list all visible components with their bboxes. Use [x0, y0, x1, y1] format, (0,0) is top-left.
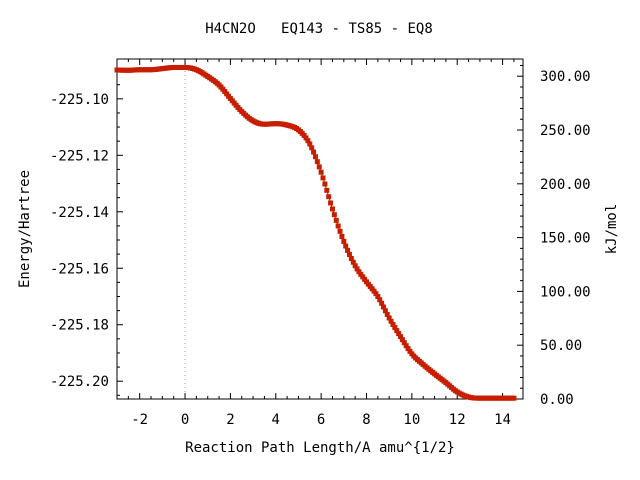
- y2-tick-label: 300.00: [540, 69, 591, 85]
- y2-tick-label: 0.00: [540, 392, 574, 408]
- x-tick-label: 6: [317, 412, 325, 428]
- data-point: [352, 263, 358, 269]
- data-point: [371, 288, 377, 294]
- plot-frame: [116, 58, 524, 400]
- y2-tick-label: 150.00: [540, 231, 591, 247]
- data-point: [318, 169, 324, 175]
- y2-tick-label: 250.00: [540, 123, 591, 139]
- data-point: [329, 206, 335, 212]
- data-point: [346, 252, 352, 258]
- data-point: [305, 138, 311, 144]
- y-tick-label: -225.10: [50, 92, 109, 108]
- data-point: [331, 212, 337, 218]
- data-point: [316, 164, 322, 170]
- data-point: [390, 321, 396, 327]
- data-point: [381, 304, 387, 310]
- data-point: [392, 325, 398, 331]
- x-tick-label: 2: [226, 412, 234, 428]
- data-point: [386, 315, 392, 321]
- data-point: [341, 238, 347, 244]
- data-point: [348, 256, 354, 262]
- x-tick-label: -2: [131, 412, 148, 428]
- axis-ticks: [116, 59, 523, 400]
- y2-tick-label: 100.00: [540, 284, 591, 300]
- data-point: [333, 217, 339, 223]
- data-point: [345, 247, 351, 253]
- data-point: [343, 243, 349, 249]
- y-tick-label: -225.18: [50, 318, 109, 334]
- data-point: [312, 154, 318, 160]
- y-tick-label: -225.12: [50, 148, 109, 164]
- y-tick-label: -225.20: [50, 374, 109, 390]
- y2-tick-label: 200.00: [540, 177, 591, 193]
- data-point: [356, 269, 362, 275]
- data-point: [405, 346, 411, 352]
- data-point: [382, 308, 388, 314]
- energy-curve: [116, 66, 514, 399]
- x-axis-label: Reaction Path Length/A amu^{1/2}: [185, 440, 455, 456]
- y2-axis-label: kJ/mol: [604, 204, 620, 255]
- data-point: [322, 181, 328, 187]
- data-points: [114, 64, 517, 401]
- data-point: [373, 291, 379, 297]
- chart-title: H4CN2O EQ143 - TS85 - EQ8: [205, 21, 433, 37]
- data-point: [354, 266, 360, 272]
- x-tick-label: 4: [272, 412, 280, 428]
- data-point: [403, 343, 409, 349]
- x-tick-label: 8: [362, 412, 370, 428]
- data-point: [398, 334, 404, 340]
- data-point: [335, 223, 341, 229]
- x-tick-label: 10: [403, 412, 420, 428]
- data-point: [339, 234, 345, 240]
- data-point: [394, 328, 400, 334]
- data-point: [388, 318, 394, 324]
- data-point: [350, 259, 356, 265]
- data-point: [384, 311, 390, 317]
- data-point: [324, 187, 330, 193]
- data-point: [401, 340, 407, 346]
- data-point: [396, 331, 402, 337]
- x-tick-label: 12: [449, 412, 466, 428]
- data-point: [399, 337, 405, 343]
- data-point: [309, 145, 315, 151]
- data-point: [314, 159, 320, 165]
- data-point: [307, 141, 313, 147]
- tick-labels: -2 0 2 4 6 8 10 12 14 -225.10 -225.12 -225.14 -225.1…: [50, 69, 591, 428]
- x-tick-label: 14: [494, 412, 511, 428]
- data-point: [337, 228, 343, 234]
- data-point: [377, 297, 383, 303]
- data-point: [379, 300, 385, 306]
- data-point: [375, 293, 381, 299]
- data-point: [326, 194, 332, 200]
- y-tick-label: -225.16: [50, 261, 109, 277]
- data-point: [328, 200, 334, 206]
- data-point: [320, 175, 326, 181]
- data-point: [362, 276, 368, 282]
- y2-tick-label: 50.00: [540, 338, 582, 354]
- data-point: [511, 395, 517, 401]
- data-point: [311, 149, 317, 155]
- data-point: [303, 135, 309, 141]
- y-tick-label: -225.14: [50, 205, 109, 221]
- x-tick-label: 0: [181, 412, 189, 428]
- y-axis-label: Energy/Hartree: [17, 170, 33, 288]
